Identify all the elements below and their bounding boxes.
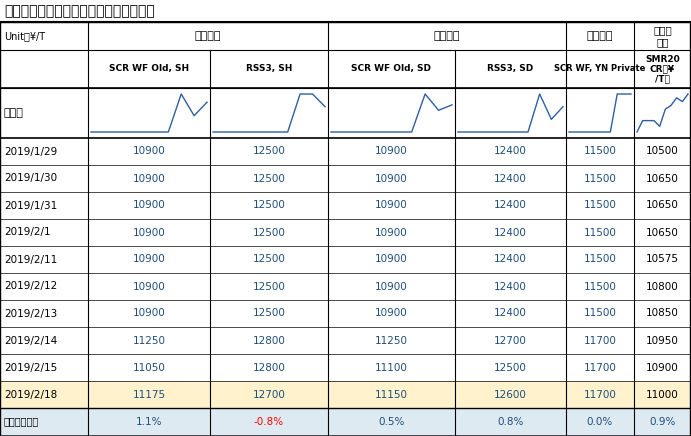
Text: 10900: 10900: [375, 309, 408, 319]
Text: 10950: 10950: [646, 335, 679, 345]
Text: 10900: 10900: [375, 146, 408, 157]
Text: 12500: 12500: [253, 228, 285, 238]
Text: SCR WF Old, SD: SCR WF Old, SD: [352, 65, 431, 74]
Text: 10800: 10800: [646, 282, 679, 292]
Text: 10900: 10900: [133, 174, 165, 184]
Text: 11000: 11000: [646, 389, 679, 399]
Text: 12600: 12600: [494, 389, 527, 399]
Text: 11250: 11250: [133, 335, 166, 345]
Bar: [0, 381, 691, 408]
Text: RSS3, SH: RSS3, SH: [246, 65, 292, 74]
Text: 11500: 11500: [584, 255, 616, 265]
Text: 2019/1/31: 2019/1/31: [4, 201, 57, 211]
Text: 2019/1/29: 2019/1/29: [4, 146, 57, 157]
Text: RSS3, SD: RSS3, SD: [487, 65, 533, 74]
Text: 云南市场: 云南市场: [587, 31, 613, 41]
Text: 0.8%: 0.8%: [498, 416, 524, 426]
Text: 10900: 10900: [646, 362, 679, 372]
Text: 12500: 12500: [253, 174, 285, 184]
Text: 2019/2/18: 2019/2/18: [4, 389, 57, 399]
Text: 12700: 12700: [253, 389, 285, 399]
Text: 12400: 12400: [494, 255, 527, 265]
Text: 迷你图: 迷你图: [4, 108, 24, 118]
Text: 10900: 10900: [133, 282, 165, 292]
Text: -0.8%: -0.8%: [254, 416, 284, 426]
Text: 12400: 12400: [494, 146, 527, 157]
Text: 与上一日相比: 与上一日相比: [4, 416, 39, 426]
Text: 11500: 11500: [584, 201, 616, 211]
Text: 12500: 12500: [494, 362, 527, 372]
Text: 11100: 11100: [375, 362, 408, 372]
Text: 山东市场: 山东市场: [434, 31, 460, 41]
Text: 1.1%: 1.1%: [135, 416, 162, 426]
Text: 11500: 11500: [584, 146, 616, 157]
Text: 10500: 10500: [646, 146, 679, 157]
Text: SCR WF Old, SH: SCR WF Old, SH: [109, 65, 189, 74]
Text: 10650: 10650: [646, 174, 679, 184]
Text: 11700: 11700: [584, 335, 616, 345]
Text: 12400: 12400: [494, 201, 527, 211]
Text: 0.9%: 0.9%: [650, 416, 676, 426]
Text: 0.0%: 0.0%: [587, 416, 613, 426]
Text: 2019/2/12: 2019/2/12: [4, 282, 57, 292]
Text: 12400: 12400: [494, 282, 527, 292]
Text: 2019/2/13: 2019/2/13: [4, 309, 57, 319]
Text: 10900: 10900: [133, 228, 165, 238]
Text: 11150: 11150: [375, 389, 408, 399]
Text: 2019/2/15: 2019/2/15: [4, 362, 57, 372]
Text: Unit：¥/T: Unit：¥/T: [4, 31, 45, 41]
Text: 12400: 12400: [494, 228, 527, 238]
Text: 10575: 10575: [646, 255, 679, 265]
Text: 11500: 11500: [584, 309, 616, 319]
Text: 11050: 11050: [133, 362, 165, 372]
Text: SCR WF, YN Private: SCR WF, YN Private: [554, 65, 645, 74]
Text: 11175: 11175: [133, 389, 166, 399]
Text: 上海市场: 上海市场: [195, 31, 221, 41]
Text: 12800: 12800: [253, 362, 285, 372]
Text: 2019/2/14: 2019/2/14: [4, 335, 57, 345]
Text: 11500: 11500: [584, 282, 616, 292]
Bar: [0, 408, 691, 435]
Text: 10900: 10900: [375, 282, 408, 292]
Text: 11500: 11500: [584, 228, 616, 238]
Text: 10650: 10650: [646, 228, 679, 238]
Text: 10900: 10900: [133, 255, 165, 265]
Text: 2019/2/11: 2019/2/11: [4, 255, 57, 265]
Text: 11250: 11250: [375, 335, 408, 345]
Text: 12400: 12400: [494, 309, 527, 319]
Text: 11700: 11700: [584, 389, 616, 399]
Text: 10900: 10900: [133, 309, 165, 319]
Bar: [0, 435, 691, 436]
Text: 12800: 12800: [253, 335, 285, 345]
Text: 10900: 10900: [133, 201, 165, 211]
Text: SMR20
CR（¥
/T）: SMR20 CR（¥ /T）: [645, 55, 680, 83]
Text: 2019/2/1: 2019/2/1: [4, 228, 50, 238]
Text: 10900: 10900: [375, 255, 408, 265]
Text: 12500: 12500: [253, 255, 285, 265]
Text: 12700: 12700: [494, 335, 527, 345]
Text: 12500: 12500: [253, 282, 285, 292]
Text: 人民币
复合: 人民币 复合: [653, 25, 672, 47]
Text: 12400: 12400: [494, 174, 527, 184]
Text: 国内全乳胶、烟片胶及复合胶分市场报价: 国内全乳胶、烟片胶及复合胶分市场报价: [4, 4, 155, 18]
Text: 10900: 10900: [375, 228, 408, 238]
Text: 2019/1/30: 2019/1/30: [4, 174, 57, 184]
Text: 10850: 10850: [646, 309, 679, 319]
Text: 12500: 12500: [253, 201, 285, 211]
Text: 10900: 10900: [133, 146, 165, 157]
Text: 10900: 10900: [375, 201, 408, 211]
Text: 12500: 12500: [253, 309, 285, 319]
Text: 10650: 10650: [646, 201, 679, 211]
Text: 11500: 11500: [584, 174, 616, 184]
Text: 11700: 11700: [584, 362, 616, 372]
Text: 12500: 12500: [253, 146, 285, 157]
Text: 0.5%: 0.5%: [378, 416, 405, 426]
Text: 10900: 10900: [375, 174, 408, 184]
